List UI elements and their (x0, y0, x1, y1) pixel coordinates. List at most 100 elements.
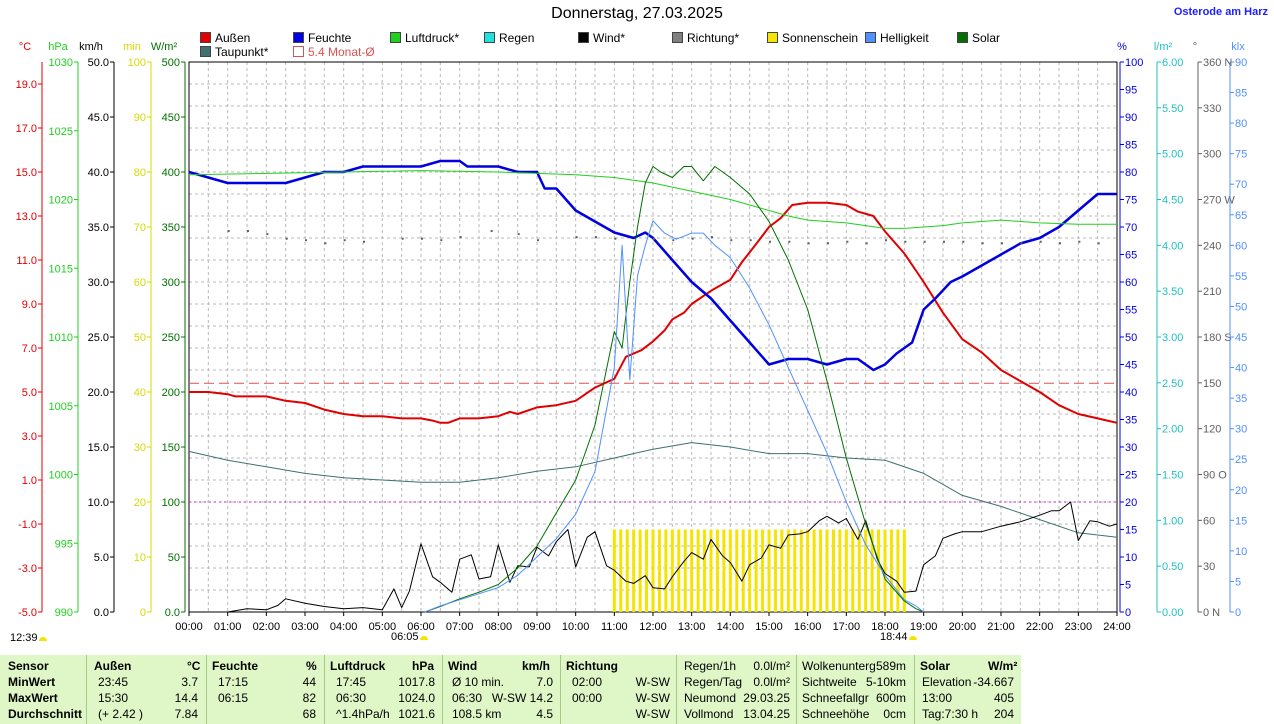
x-tick-label: 18:00 (871, 621, 899, 633)
direction-point (962, 240, 965, 243)
solar-noon-marker: 12:39 (10, 632, 47, 644)
legend-item: Taupunkt* (200, 45, 268, 59)
sunshine-bar (651, 529, 655, 612)
axis-tick-label-right: 0 (1235, 607, 1241, 619)
sunshine-bar (677, 529, 681, 612)
stats-wind-time: 06:30 (452, 691, 483, 705)
axis-tick-label-left: 40 (134, 387, 146, 399)
axis-tick-label-right: 90 (1125, 112, 1137, 124)
axis-tick-label-right: 55 (1235, 271, 1247, 283)
stats-wind-time: Ø 10 min. (452, 675, 505, 689)
direction-point (1097, 242, 1100, 245)
axis-tick-label-right: 5.00 (1162, 149, 1183, 161)
axis-tick-label-left: 100 (162, 497, 180, 509)
direction-point (788, 240, 791, 243)
axis-tick-label-left: 35.0 (88, 222, 109, 234)
axis-tick-label-left: 9.0 (22, 299, 37, 311)
direction-point (247, 230, 249, 233)
axis-tick-label-right: 75 (1235, 149, 1247, 161)
axis-tick-label-right: 10 (1235, 546, 1247, 558)
x-tick-label: 02:00 (253, 621, 281, 633)
stats-luftdruck-time: 06:30 (336, 691, 367, 705)
axis-tick-label-left: 5.0 (94, 552, 109, 564)
x-tick-label: 07:00 (446, 621, 474, 633)
axis-tick-label-right: 45 (1235, 332, 1247, 344)
axis-tick-label-left: 100 (128, 57, 146, 69)
axis-tick-label-left: -5.0 (18, 607, 37, 619)
direction-point (653, 237, 655, 240)
legend-label: Solar (972, 31, 1001, 45)
axis-tick-label-right: 330 (1203, 103, 1221, 115)
stats-misc-value: 0.0l/m² (753, 659, 790, 673)
axis-tick-label-right: 75 (1125, 195, 1137, 207)
sunshine-bar (638, 529, 642, 612)
sunshine-bar (703, 529, 707, 612)
axis-tick-label-left: 5.0 (22, 387, 37, 399)
axis-tick-label-right: 1.00 (1162, 515, 1183, 527)
axis-tick-label-right: 10 (1125, 552, 1137, 564)
stats-row-label: Durchschnitt (8, 707, 83, 721)
legend-label: Luftdruck* (405, 31, 460, 45)
legend-item: Richtung* (672, 31, 739, 45)
stats-luftdruck-value: 1024.0 (398, 691, 435, 705)
stats-misc-value: 589m (875, 659, 906, 673)
axis-tick-label-right: 50 (1125, 332, 1137, 344)
stats-solar-value: -34.667 (973, 675, 1014, 689)
direction-point (537, 239, 539, 242)
axis-tick-label-left: 1010 (49, 332, 73, 344)
axis-tick-label-right: 3.00 (1162, 332, 1183, 344)
axis-tick-label-left: 40.0 (88, 167, 109, 179)
legend-swatch (200, 46, 211, 57)
sunshine-bar (831, 529, 835, 612)
axis-tick-label-left: 11.0 (16, 255, 37, 267)
direction-point (324, 242, 327, 245)
x-tick-label: 16:00 (794, 621, 822, 633)
stats-feuchte-value: 44 (302, 675, 316, 689)
series-line-wind (189, 501, 1118, 613)
direction-point (943, 240, 945, 243)
stats-richtung-value: W-SW (635, 691, 670, 705)
sunshine-bar (870, 529, 874, 612)
sunshine-bar (657, 529, 661, 612)
direction-point (807, 242, 810, 245)
series-line-luftdruck (188, 170, 1117, 229)
stats-table: Sensor Außen °C Feuchte % Luftdruck hPa … (0, 655, 1021, 724)
axis-tick-label-right: 100 (1125, 57, 1143, 69)
axis-unit-left: km/h (79, 41, 103, 53)
stats-aussen-value: 14.4 (174, 691, 198, 705)
stats-aussen-value: 7.84 (174, 707, 198, 721)
x-tick-label: 04:00 (330, 621, 358, 633)
axis-tick-label-left: 350 (162, 222, 180, 234)
axis-tick-label-right: 1.50 (1162, 470, 1183, 482)
axis-tick-label-right: 30 (1203, 561, 1215, 573)
direction-point (285, 237, 288, 240)
legend-label: Feuchte (308, 31, 352, 45)
sunshine-bar (625, 529, 629, 612)
axis-tick-label-right: 2.00 (1162, 424, 1183, 436)
axis-tick-label-right: 80 (1125, 167, 1137, 179)
axis-tick-label-left: 1020 (49, 195, 73, 207)
x-tick-label: 09:00 (523, 621, 551, 633)
direction-point (1039, 240, 1042, 243)
axis-tick-label-right: 5 (1235, 576, 1241, 588)
series-line-solar (424, 166, 924, 613)
axis-unit-left: W/m² (151, 41, 178, 53)
stats-wind-value: 4.5 (536, 707, 553, 721)
x-tick-label: 08:00 (485, 621, 513, 633)
axis-tick-label-right: 60 (1235, 240, 1247, 252)
direction-point (1059, 242, 1061, 245)
stats-aussen-value: 3.7 (181, 675, 198, 689)
legend-item: 5.4 Monat-Ø (293, 45, 375, 59)
stats-misc-value: 0cm (883, 707, 906, 721)
direction-point (769, 240, 771, 243)
direction-point (363, 240, 365, 243)
stats-header-aussen-unit: °C (187, 659, 201, 673)
stats-header-feuchte: Feuchte (212, 659, 259, 673)
axis-tick-label-left: 10.0 (88, 497, 109, 509)
stats-misc-key: Schneehöhe (802, 707, 870, 721)
sunshine-bar (889, 529, 893, 612)
sunshine-bar (715, 529, 719, 612)
axis-unit-right: ° (1193, 41, 1197, 53)
axis-tick-label-right: 4.50 (1162, 195, 1183, 207)
direction-point (305, 239, 307, 242)
